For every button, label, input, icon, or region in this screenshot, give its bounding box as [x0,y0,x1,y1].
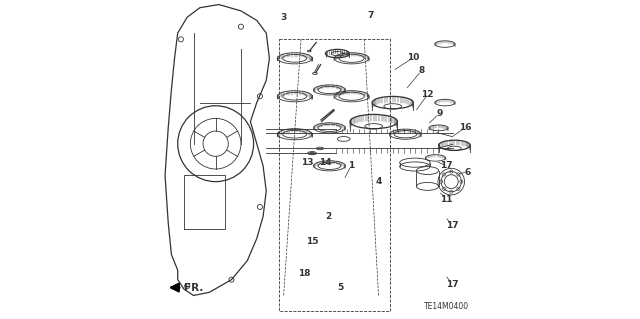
Text: 18: 18 [298,269,310,278]
Text: 16: 16 [459,123,471,132]
Text: 14: 14 [319,158,332,167]
Text: 8: 8 [418,66,424,76]
Text: 5: 5 [337,283,344,292]
Text: 11: 11 [440,195,452,204]
Text: 13: 13 [301,158,314,167]
Text: 6: 6 [465,168,471,177]
Text: TE14M0400: TE14M0400 [424,302,468,311]
Text: 3: 3 [280,13,287,22]
Text: 10: 10 [407,53,419,62]
Text: 1: 1 [348,161,354,170]
Text: 4: 4 [375,177,381,186]
Text: 7: 7 [367,11,374,20]
Text: 2: 2 [324,212,331,221]
Text: 17: 17 [440,161,453,170]
Text: 9: 9 [436,109,442,118]
Text: 17: 17 [447,280,459,289]
Text: FR.: FR. [184,283,204,293]
Text: 12: 12 [421,90,434,99]
Text: 17: 17 [447,221,459,230]
Text: 15: 15 [306,237,319,246]
